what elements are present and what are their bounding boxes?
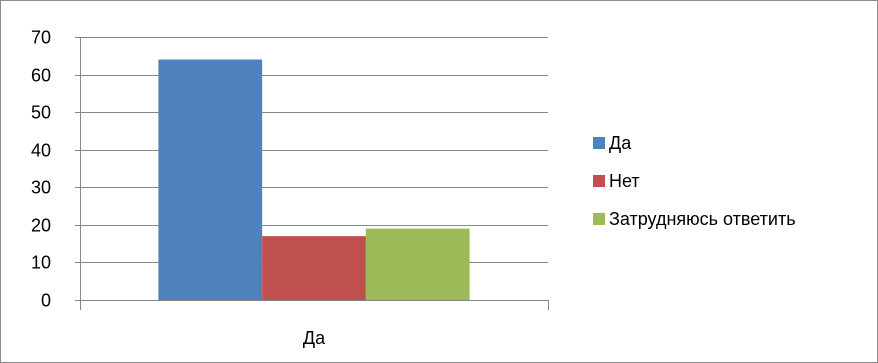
legend-label-2: Нет [609,171,640,191]
y-tick-label: 70 [31,28,51,48]
y-tick-label: 30 [31,178,51,198]
y-tick-label: 0 [41,291,51,311]
bars [158,59,470,300]
y-tick-label: 40 [31,141,51,161]
legend-swatch-1 [593,137,605,149]
bar-3 [365,228,470,300]
y-tick-label: 20 [31,216,51,236]
legend-label-1: Да [609,133,632,153]
legend-swatch-2 [593,175,605,187]
bar-1 [158,59,263,300]
y-tick-label: 50 [31,103,51,123]
y-axis-ticks: 0 10 20 30 40 50 60 70 [31,28,51,311]
axes [75,37,549,310]
legend-swatch-3 [593,213,605,225]
legend: Да Нет Затрудняюсь ответить [593,133,796,229]
bar-2 [262,236,366,300]
y-tick-label: 60 [31,66,51,86]
legend-label-3: Затрудняюсь ответить [609,209,796,229]
x-axis-ticks: Да [303,328,326,348]
x-category-label: Да [303,328,326,348]
y-tick-label: 10 [31,253,51,273]
gridlines [80,37,548,263]
